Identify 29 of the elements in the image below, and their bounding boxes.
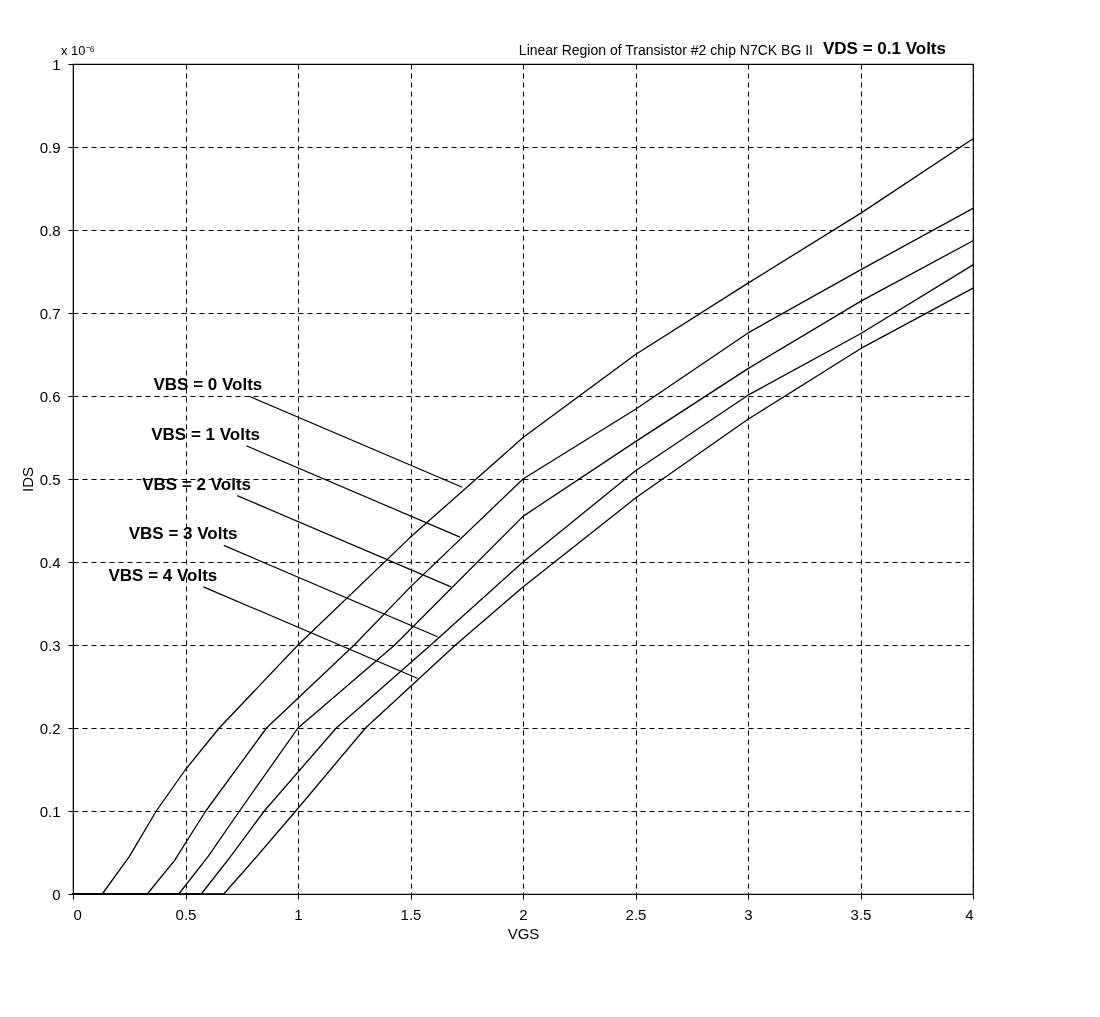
- x-tick-label: 2: [519, 905, 528, 923]
- x-tick-label: 0.5: [175, 905, 197, 923]
- x-tick-label: 0: [73, 905, 82, 923]
- y-tick-label: 0.2: [39, 719, 61, 737]
- y-tick-label: 0: [52, 885, 61, 903]
- y-tick-label: 0.4: [39, 553, 61, 571]
- y-axis-title: IDS: [18, 466, 36, 493]
- x-tick-label: 3.5: [850, 905, 872, 923]
- y-tick-label: 0.3: [39, 636, 61, 654]
- text: x 10⁻⁶: [61, 43, 95, 58]
- x-tick-label: 1: [294, 905, 303, 923]
- annotation: VBS = 1 Volts: [151, 424, 261, 444]
- x-tick-label: 2.5: [625, 905, 647, 923]
- chart-title: Linear Region of Transistor #2 chip N7CK BG II: [518, 42, 813, 58]
- y-tick-label: 0.1: [39, 802, 61, 820]
- x-axis-title: VGS: [507, 924, 540, 942]
- y-tick-label: 0.8: [39, 221, 61, 239]
- y-tick-label: 0.5: [39, 470, 61, 488]
- y-tick-label: 0.9: [39, 138, 61, 156]
- annotation: VBS = 3 Volts: [128, 524, 238, 544]
- y-tick-label: 1: [52, 55, 61, 73]
- text: VDS = 0.1 Volts: [823, 39, 946, 58]
- annotation: VBS = 4 Volts: [108, 565, 218, 585]
- annotation: VBS = 0 Volts: [153, 375, 263, 394]
- y-tick-label: 0.6: [39, 387, 61, 405]
- y-tick-label: 0.7: [39, 304, 61, 322]
- x-tick-label: 1.5: [400, 905, 422, 923]
- x-tick-label: 4: [965, 905, 974, 923]
- x-tick-label: 3: [744, 905, 753, 923]
